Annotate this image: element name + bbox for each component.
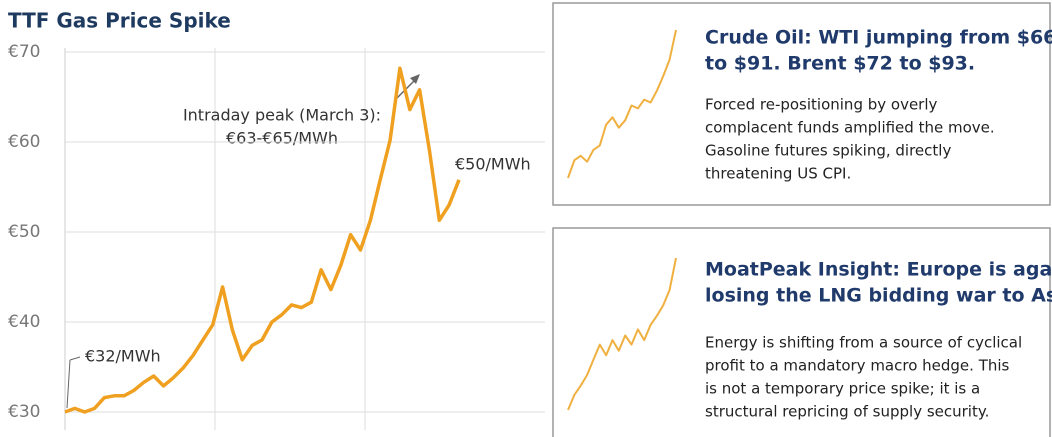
annotation: €63-€65/MWh xyxy=(226,129,338,148)
card-body: is not a temporary price spike; it is a xyxy=(705,380,980,398)
card-title: losing the LNG bidding war to Asia. xyxy=(705,285,1052,307)
y-tick-label: €60 xyxy=(8,132,40,152)
leader-line xyxy=(66,359,71,409)
card-body: Forced re-positioning by overly xyxy=(705,96,938,114)
leader-line xyxy=(69,356,81,361)
card-body: Energy is shifting from a source of cycl… xyxy=(705,334,1022,352)
data-line xyxy=(567,29,677,179)
card-body: complacent funds amplified the move. xyxy=(705,119,995,137)
card-title: to $91. Brent $72 to $93. xyxy=(705,53,975,75)
y-tick-label: €70 xyxy=(8,42,40,62)
card-title: MoatPeak Insight: Europe is again xyxy=(705,259,1052,281)
annotation: Intraday peak (March 3): xyxy=(183,106,381,125)
card-body: profit to a mandatory macro hedge. This xyxy=(705,357,1010,375)
card xyxy=(552,227,1051,437)
card-title: Crude Oil: WTI jumping from $66 xyxy=(705,27,1052,49)
card-body: threatening US CPI. xyxy=(705,165,851,183)
arrow-head xyxy=(410,74,420,84)
y-tick-label: €50 xyxy=(8,222,40,242)
y-tick-label: €40 xyxy=(8,312,40,332)
card-body: Gasoline futures spiking, directly xyxy=(705,142,951,160)
annotation: €32/MWh xyxy=(85,347,161,366)
card-body: structural repricing of supply security. xyxy=(705,403,989,421)
data-line xyxy=(567,257,677,411)
data-line xyxy=(64,66,461,414)
chart-title: TTF Gas Price Spike xyxy=(8,9,231,33)
y-tick-label: €30 xyxy=(8,402,40,422)
card xyxy=(552,2,1051,206)
annotation: €50/MWh xyxy=(455,155,531,174)
